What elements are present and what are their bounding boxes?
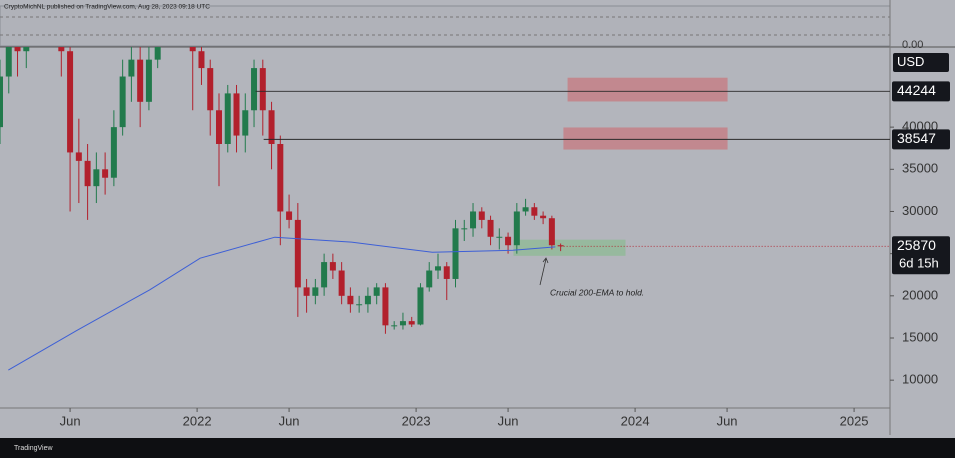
candle-body <box>452 228 459 279</box>
candle-body <box>268 110 275 144</box>
last-price-badge <box>892 236 950 275</box>
annotation-arrow <box>539 257 549 286</box>
ema-line <box>8 236 556 371</box>
candle-body <box>286 211 293 220</box>
candle-body <box>224 93 231 144</box>
candle-body <box>128 59 135 77</box>
candle-body <box>548 218 555 246</box>
candle-body <box>277 143 284 212</box>
candle-body <box>347 295 354 305</box>
zone <box>563 127 728 150</box>
candle-body <box>145 59 152 102</box>
candle-body <box>84 160 91 187</box>
candle-body <box>461 228 468 230</box>
candle-body <box>215 110 222 144</box>
candle-body <box>443 266 450 279</box>
candle-body <box>303 287 310 296</box>
candle-body <box>294 219 301 288</box>
candle-body <box>154 47 161 60</box>
last-price-label: 25870 <box>897 237 936 253</box>
candle-body <box>434 266 441 271</box>
candle-body <box>259 68 266 111</box>
candle-body <box>496 236 503 238</box>
candle-body <box>470 211 477 229</box>
y-tick-label: 30000 <box>902 203 938 218</box>
candle-body <box>251 68 258 111</box>
candle-body <box>364 295 371 305</box>
candle-body <box>312 287 319 296</box>
candle-body <box>110 127 117 178</box>
candle-body <box>75 152 82 161</box>
rsi-pane <box>0 5 891 47</box>
level-badge <box>892 81 950 102</box>
candle-body <box>531 207 538 216</box>
x-tick-label: 2022 <box>183 413 212 428</box>
candle-body <box>23 47 30 52</box>
x-tick-label: Jun <box>60 413 81 428</box>
y-tick-label: 20000 <box>902 287 938 302</box>
candle-body <box>233 93 240 136</box>
x-tick-label: 2024 <box>621 413 650 428</box>
candle-body <box>207 68 214 111</box>
candle-body <box>189 47 196 52</box>
currency: USD <box>897 54 924 69</box>
candle-body <box>329 262 336 271</box>
candle-body <box>540 215 547 219</box>
plot <box>0 47 728 371</box>
candle-body <box>513 211 520 246</box>
candle-body <box>67 51 74 153</box>
footer-bar <box>0 438 955 458</box>
candle-body <box>338 270 345 296</box>
candle-body <box>557 245 564 247</box>
candle-body <box>478 211 485 220</box>
candle-body <box>373 287 380 296</box>
candle-body <box>14 47 21 52</box>
rsi-label: 0.00 <box>902 39 923 51</box>
level-badge <box>892 129 950 150</box>
candle-body <box>5 47 12 77</box>
header: CryptoMichNL published on TradingView.co… <box>4 4 210 11</box>
candle-body <box>102 169 109 178</box>
x-tick-label: 2023 <box>402 413 431 428</box>
candle-body <box>321 262 328 288</box>
candle-body <box>399 321 406 326</box>
candle-body <box>198 51 205 69</box>
zone <box>513 239 626 256</box>
x-tick-label: Jun <box>279 413 300 428</box>
level-label: 38547 <box>897 130 936 146</box>
footer: TradingView <box>14 445 53 452</box>
candle-body <box>505 236 512 246</box>
candle-body <box>93 169 100 187</box>
y-tick-label: 35000 <box>902 161 938 176</box>
x-tick-label: Jun <box>498 413 519 428</box>
annotation: Crucial 200-EMA to hold. <box>550 287 644 297</box>
candle-body <box>382 287 389 326</box>
candle-body <box>391 325 398 327</box>
candle-body <box>119 76 126 128</box>
x-tick-label: Jun <box>717 413 738 428</box>
candle-body <box>137 59 144 102</box>
y-tick-label: 10000 <box>902 372 938 387</box>
y-tick-label: 15000 <box>902 329 938 344</box>
candle-body <box>58 47 65 52</box>
level-label: 44244 <box>897 82 936 98</box>
countdown: 6d 15h <box>899 256 939 271</box>
candle-body <box>356 304 363 306</box>
candle-body <box>0 76 3 128</box>
candle-body <box>426 270 433 288</box>
zone <box>567 77 728 102</box>
candle-body <box>417 287 424 325</box>
candle-body <box>487 219 494 237</box>
currency-badge <box>893 53 949 72</box>
candle-body <box>522 207 529 212</box>
candle-body <box>242 110 249 136</box>
candle-body <box>408 321 415 325</box>
x-tick-label: 2025 <box>840 413 869 428</box>
